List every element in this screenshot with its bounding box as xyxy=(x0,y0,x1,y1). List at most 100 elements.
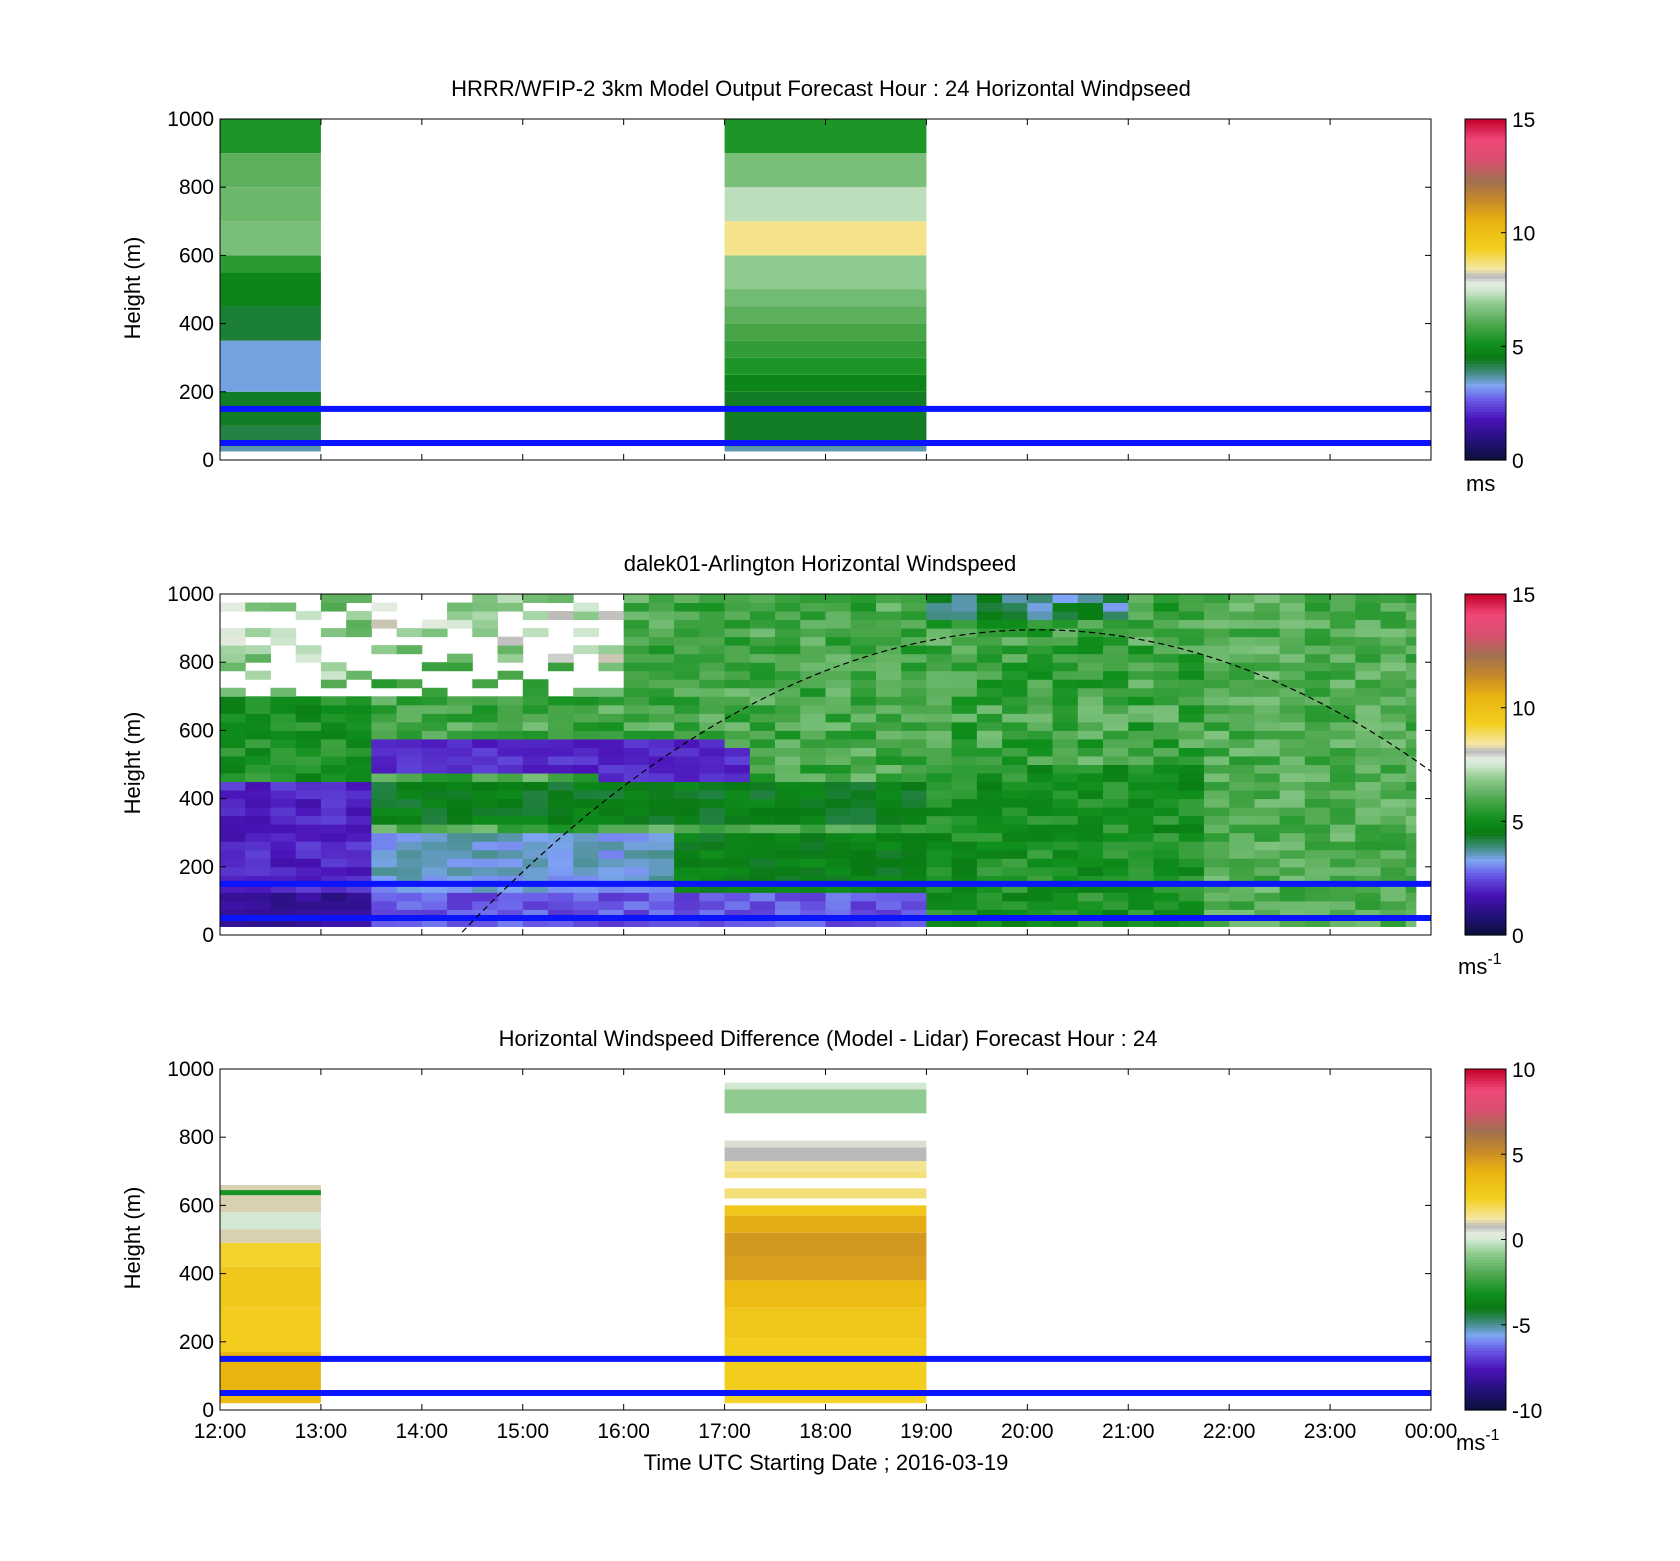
heatmap-cell xyxy=(547,611,574,621)
heatmap-cell xyxy=(1355,866,1382,876)
heatmap-cell xyxy=(825,866,852,876)
colorbar-segment xyxy=(1465,1171,1506,1175)
heatmap-cell xyxy=(623,713,650,723)
y-tick-label: 200 xyxy=(179,856,214,879)
heatmap-cell xyxy=(623,747,650,757)
colorbar-segment xyxy=(1465,1387,1506,1391)
heatmap-cell xyxy=(901,807,927,817)
heatmap-cell xyxy=(648,866,675,876)
heatmap-cell xyxy=(220,153,321,188)
heatmap-cell xyxy=(1027,807,1054,817)
colorbar-segment xyxy=(1465,1131,1506,1135)
colorbar-segment xyxy=(1465,866,1506,871)
heatmap-cell xyxy=(1002,594,1028,604)
colorbar-segment xyxy=(1465,653,1506,658)
heatmap-cell xyxy=(724,1338,927,1390)
heatmap-cell xyxy=(926,815,953,825)
colorbar-segment xyxy=(1465,1157,1506,1161)
heatmap-cell xyxy=(749,755,776,765)
heatmap-cell xyxy=(724,1280,927,1308)
heatmap-cell xyxy=(699,815,726,825)
heatmap-cell xyxy=(775,738,801,748)
heatmap-cell xyxy=(674,645,700,655)
heatmap-cell xyxy=(598,755,625,765)
heatmap-cell xyxy=(901,790,927,800)
heatmap-cell xyxy=(825,645,852,655)
heatmap-cell xyxy=(497,670,524,680)
colorbar-segment xyxy=(1465,1384,1506,1388)
heatmap-cell xyxy=(901,696,927,706)
heatmap-cell xyxy=(724,636,751,646)
colorbar-segment xyxy=(1465,710,1506,714)
heatmap-cell xyxy=(1330,824,1356,834)
heatmap-cell xyxy=(1178,892,1205,902)
heatmap-cell xyxy=(875,764,902,774)
heatmap-cell xyxy=(447,721,473,731)
heatmap-cell xyxy=(724,696,751,706)
heatmap-cell xyxy=(775,696,801,706)
heatmap-cell xyxy=(724,602,751,612)
heatmap-cell xyxy=(245,866,271,876)
heatmap-cell xyxy=(976,883,1003,893)
heatmap-cell xyxy=(976,858,1003,868)
heatmap-cell xyxy=(1254,679,1281,689)
heatmap-cell xyxy=(1052,764,1079,774)
colorbar-segment xyxy=(1465,155,1506,160)
heatmap-cell xyxy=(875,687,902,697)
heatmap-cell xyxy=(1279,730,1306,740)
colorbar-segment xyxy=(1465,1211,1506,1215)
heatmap-cell xyxy=(447,917,473,927)
heatmap-cell xyxy=(825,721,852,731)
heatmap-cell xyxy=(245,696,271,706)
colorbar-segment xyxy=(1465,275,1506,279)
colorbar-segment xyxy=(1465,337,1506,342)
heatmap-cell xyxy=(220,721,246,731)
colorbar-segment xyxy=(1465,1290,1506,1295)
heatmap-cell xyxy=(699,747,726,757)
colorbar-segment xyxy=(1465,869,1506,874)
heatmap-cell xyxy=(648,900,675,910)
heatmap-cell xyxy=(699,679,726,689)
heatmap-cell xyxy=(1279,636,1306,646)
heatmap-cell xyxy=(1002,832,1028,842)
heatmap-cell xyxy=(472,909,499,919)
heatmap-cell xyxy=(1153,636,1180,646)
heatmap-cell xyxy=(951,594,978,604)
colorbar-segment xyxy=(1465,676,1506,680)
heatmap-cell xyxy=(648,747,675,757)
heatmap-cell xyxy=(926,619,953,629)
colorbar-segment xyxy=(1465,744,1506,749)
heatmap-cell xyxy=(825,849,852,859)
colorbar-segment xyxy=(1465,457,1506,461)
heatmap-cell xyxy=(1229,628,1255,638)
heatmap-cell xyxy=(674,824,700,834)
heatmap-cell xyxy=(775,730,801,740)
heatmap-cell xyxy=(421,721,448,731)
heatmap-cell xyxy=(724,306,927,324)
heatmap-cell xyxy=(396,909,423,919)
colorbar-segment xyxy=(1465,787,1506,791)
heatmap-cell xyxy=(1279,764,1306,774)
colorbar-segment xyxy=(1465,1344,1506,1349)
heatmap-cell xyxy=(724,738,751,748)
heatmap-cell xyxy=(976,730,1003,740)
heatmap-cell xyxy=(295,611,322,621)
colorbar-segment xyxy=(1465,386,1506,390)
heatmap-cell xyxy=(951,662,978,672)
colorbar-segment xyxy=(1465,738,1506,743)
heatmap-cell xyxy=(850,909,877,919)
heatmap-cell xyxy=(547,653,574,663)
heatmap-cell xyxy=(800,875,826,885)
heatmap-cell xyxy=(371,832,398,842)
heatmap-cell xyxy=(1380,679,1407,689)
heatmap-cell xyxy=(396,679,423,689)
heatmap-cell xyxy=(598,645,625,655)
colorbar-segment xyxy=(1465,1140,1506,1144)
heatmap-cell xyxy=(1153,594,1180,604)
heatmap-cell xyxy=(724,747,751,757)
colorbar-segment xyxy=(1465,1313,1506,1317)
heatmap-cell xyxy=(775,892,801,902)
heatmap-cell xyxy=(497,636,524,646)
x-tick-label: 18:00 xyxy=(799,1420,852,1443)
heatmap-cell xyxy=(1203,721,1230,731)
